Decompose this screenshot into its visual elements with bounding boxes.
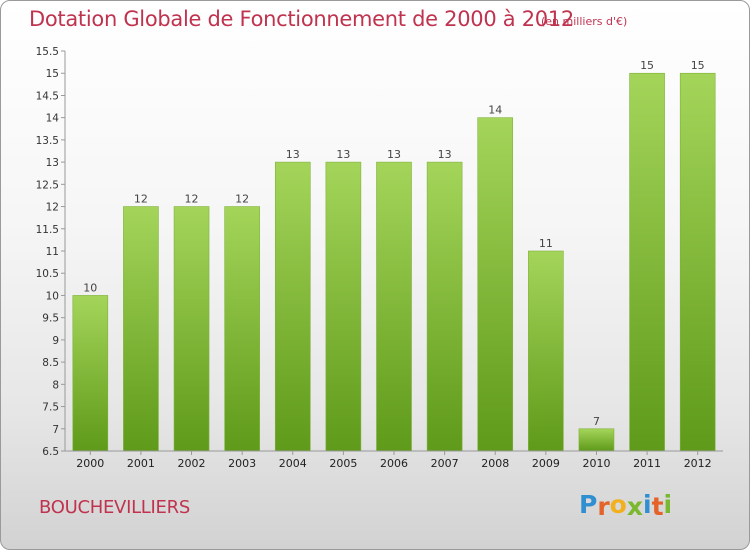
y-axis: 6.5 7 7.5 8 8.5 9 9.5 10 10.5 11 11.5 12 12.5 13 13.5 1… bbox=[36, 46, 66, 458]
y-tick-label: 12.5 bbox=[36, 179, 59, 191]
logo-letter: o bbox=[609, 490, 627, 519]
bars: 10 12 12 12 13 13 13 13 14 11 7 15 15 bbox=[72, 59, 716, 452]
data-label-2003: 12 bbox=[235, 193, 249, 206]
y-tick-label: 7.5 bbox=[42, 402, 59, 414]
data-label-2002: 12 bbox=[185, 193, 199, 206]
y-tick-label: 8 bbox=[52, 379, 59, 391]
bar-2004 bbox=[274, 161, 311, 452]
y-tick-label: 15.5 bbox=[36, 46, 59, 58]
y-tick-label: 15 bbox=[46, 68, 59, 80]
x-tick-label: 2007 bbox=[431, 457, 459, 470]
logo-letter: P bbox=[579, 490, 598, 519]
x-tick-label: 2002 bbox=[178, 457, 206, 470]
y-tick-label: 14 bbox=[46, 113, 60, 125]
data-label-2010: 7 bbox=[593, 415, 600, 428]
x-tick-label: 2004 bbox=[279, 457, 307, 470]
y-tick-label: 9.5 bbox=[42, 313, 59, 325]
bar-2002 bbox=[173, 206, 210, 452]
logo-letter: r bbox=[597, 492, 610, 521]
data-label-2005: 13 bbox=[336, 148, 350, 161]
bar-2011 bbox=[629, 72, 665, 452]
data-label-2012: 15 bbox=[691, 59, 705, 72]
logo-letter: i bbox=[643, 490, 652, 519]
x-tick-label: 2011 bbox=[633, 457, 661, 470]
x-tick-label: 2001 bbox=[127, 457, 155, 470]
logo-letter: x bbox=[626, 492, 643, 521]
data-label-2008: 14 bbox=[488, 104, 502, 117]
proxiti-logo: Proxiti bbox=[579, 490, 673, 521]
data-label-2006: 13 bbox=[387, 148, 401, 161]
bar-2009 bbox=[528, 250, 564, 452]
y-tick-label: 6.5 bbox=[42, 446, 59, 458]
x-tick-label: 2000 bbox=[76, 457, 104, 470]
logo-letter: t bbox=[651, 492, 664, 521]
x-tick-label: 2003 bbox=[228, 457, 256, 470]
bar-2007 bbox=[426, 161, 463, 452]
unit-note: (en milliers d'€) bbox=[541, 15, 628, 28]
data-label-2007: 13 bbox=[438, 148, 452, 161]
y-tick-label: 12 bbox=[46, 202, 59, 214]
y-tick-label: 10.5 bbox=[36, 268, 59, 280]
x-tick-label: 2006 bbox=[380, 457, 408, 470]
y-tick-label: 13 bbox=[46, 157, 59, 169]
x-tick-label: 2010 bbox=[582, 457, 610, 470]
y-tick-label: 13.5 bbox=[36, 135, 59, 147]
data-label-2009: 11 bbox=[539, 237, 553, 250]
bar-2012 bbox=[679, 72, 716, 452]
y-tick-label: 7 bbox=[52, 424, 59, 436]
x-tick-label: 2012 bbox=[684, 457, 712, 470]
data-label-2001: 12 bbox=[134, 193, 148, 206]
data-label-2000: 10 bbox=[83, 281, 97, 294]
bar-2005 bbox=[325, 161, 362, 452]
y-tick-label: 14.5 bbox=[36, 90, 59, 102]
data-label-2004: 13 bbox=[286, 148, 300, 161]
bar-2010 bbox=[578, 428, 615, 452]
logo-letter: i bbox=[663, 490, 673, 519]
bar-2006 bbox=[376, 161, 412, 452]
bar-2000 bbox=[72, 295, 109, 452]
bar-2003 bbox=[224, 206, 260, 452]
data-label-2011: 15 bbox=[640, 59, 654, 72]
y-tick-label: 11.5 bbox=[36, 224, 59, 236]
x-tick-label: 2008 bbox=[481, 457, 509, 470]
y-tick-label: 10 bbox=[46, 290, 59, 302]
x-tick-label: 2009 bbox=[532, 457, 560, 470]
x-tick-label: 2005 bbox=[329, 457, 357, 470]
bar-2001 bbox=[123, 206, 159, 452]
commune-name: BOUCHEVILLIERS bbox=[39, 497, 190, 518]
y-tick-label: 9 bbox=[52, 335, 59, 347]
y-tick-label: 11 bbox=[46, 246, 59, 258]
x-axis: 2000 2001 2002 2003 2004 2005 2006 2007 2008 2009… bbox=[65, 450, 723, 470]
y-tick-label: 8.5 bbox=[42, 357, 59, 369]
chart-title: Dotation Globale de Fonctionnement de 20… bbox=[29, 7, 574, 31]
bar-2008 bbox=[477, 117, 514, 452]
